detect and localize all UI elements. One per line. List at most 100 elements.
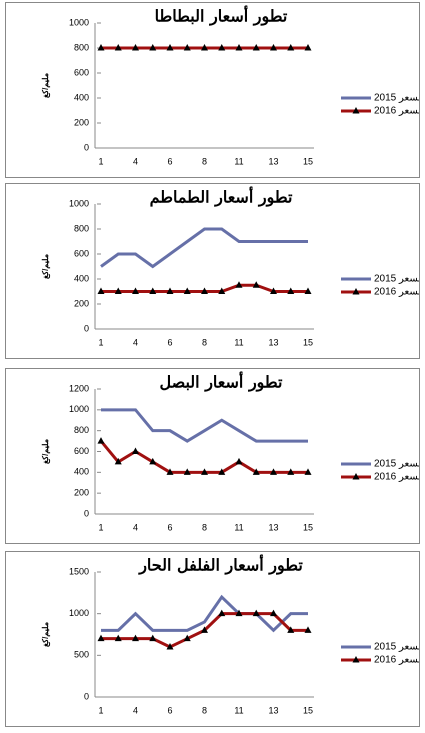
y-tick-label: 800 — [74, 42, 89, 52]
x-tick-label: 6 — [167, 705, 172, 715]
point-marker — [166, 44, 174, 51]
x-tick-label: 4 — [133, 705, 138, 715]
point-marker — [97, 44, 105, 51]
y-axis-label: مليم/كغ — [41, 622, 51, 647]
point-marker — [235, 457, 243, 465]
x-tick-label: 1 — [98, 705, 103, 715]
chart-title: تطور أسعار البصل — [159, 371, 283, 393]
point-marker — [166, 287, 174, 294]
x-tick-label: 8 — [202, 156, 207, 166]
x-tick-label: 15 — [303, 522, 313, 532]
point-marker — [270, 609, 277, 617]
point-marker — [114, 44, 122, 51]
y-tick-label: 800 — [74, 425, 89, 435]
legend-marker — [352, 288, 360, 295]
point-marker — [97, 634, 105, 642]
point-marker — [287, 44, 295, 51]
y-tick-label: 0 — [84, 691, 89, 701]
point-marker — [235, 609, 243, 617]
chart-panel: تطور أسعار الطماطم مليم/كغ 0 200 400 600 800 10… — [5, 183, 420, 359]
point-marker — [166, 643, 174, 650]
y-tick-label: 400 — [74, 467, 89, 477]
point-marker — [218, 287, 226, 294]
x-tick-label: 1 — [98, 522, 103, 532]
point-marker — [270, 287, 277, 294]
x-tick-label: 6 — [167, 522, 172, 532]
point-marker — [114, 634, 122, 642]
point-marker — [183, 634, 191, 642]
y-tick-label: 0 — [84, 323, 89, 333]
point-marker — [149, 457, 157, 465]
point-marker — [114, 457, 122, 465]
point-marker — [287, 287, 295, 294]
x-tick-label: 15 — [303, 705, 313, 715]
point-marker — [218, 609, 226, 617]
point-marker — [218, 468, 226, 475]
x-tick-label: 4 — [133, 156, 138, 166]
point-marker — [235, 44, 243, 51]
point-marker — [218, 44, 226, 51]
chart-title: تطور أسعار الطماطم — [150, 186, 293, 208]
legend-marker — [352, 107, 360, 114]
legend-label: السعر 2016 — [374, 655, 420, 666]
legend-label: السعر 2015 — [374, 274, 420, 285]
x-tick-label: 13 — [268, 337, 278, 347]
point-marker — [149, 44, 157, 51]
x-tick-label: 1 — [98, 156, 103, 166]
series-line — [100, 227, 308, 269]
point-marker — [166, 468, 174, 475]
y-tick-label: 800 — [74, 223, 89, 233]
x-tick-label: 13 — [268, 522, 278, 532]
legend-marker — [352, 473, 360, 480]
chart-title: تطور أسعار الفلفل الحار — [138, 554, 303, 576]
point-marker — [304, 468, 312, 475]
x-tick-label: 15 — [303, 156, 313, 166]
point-marker — [97, 287, 105, 294]
y-tick-label: 200 — [74, 117, 89, 127]
point-marker — [287, 626, 295, 633]
x-tick-label: 8 — [202, 337, 207, 347]
point-marker — [183, 44, 191, 51]
x-tick-label: 1 — [98, 337, 103, 347]
point-marker — [201, 287, 208, 294]
x-tick-label: 15 — [303, 337, 313, 347]
point-marker — [201, 626, 208, 633]
chart-panel: تطور أسعار البطاطا مليم/كغ 0 200 400 600 800 10… — [5, 2, 420, 178]
point-marker — [132, 287, 139, 294]
y-tick-label: 500 — [74, 650, 89, 660]
point-marker — [183, 287, 191, 294]
series-line — [99, 440, 308, 474]
chart-title: تطور أسعار البطاطا — [155, 5, 288, 27]
y-tick-label: 600 — [74, 248, 89, 258]
y-tick-label: 1000 — [69, 404, 89, 414]
y-tick-label: 0 — [84, 142, 89, 152]
x-tick-label: 6 — [167, 156, 172, 166]
point-marker — [287, 468, 295, 475]
series-line — [101, 408, 308, 443]
point-marker — [252, 468, 260, 475]
y-tick-label: 600 — [74, 446, 89, 456]
x-tick-label: 11 — [234, 156, 243, 166]
y-tick-label: 1000 — [69, 198, 89, 208]
x-tick-label: 13 — [268, 156, 278, 166]
x-tick-label: 4 — [133, 337, 138, 347]
x-tick-label: 4 — [133, 522, 138, 532]
legend-label: السعر 2016 — [374, 472, 420, 483]
y-tick-label: 1000 — [69, 608, 89, 618]
y-tick-label: 400 — [74, 273, 89, 283]
point-marker — [252, 609, 260, 617]
x-tick-label: 6 — [167, 337, 172, 347]
series-line — [101, 594, 308, 633]
legend-marker — [352, 656, 360, 663]
y-tick-label: 1200 — [69, 383, 89, 393]
y-axis-label: مليم/كغ — [41, 439, 51, 464]
point-marker — [132, 447, 139, 454]
x-tick-label: 11 — [234, 522, 243, 532]
point-marker — [235, 281, 243, 288]
chart-panel: تطور أسعار البصل مليم/كغ 0 200 400 600 800 1000… — [5, 368, 420, 544]
point-marker — [270, 468, 277, 475]
y-axis-label: مليم/كغ — [41, 73, 51, 98]
x-tick-label: 13 — [268, 705, 278, 715]
legend-label: السعر 2015 — [374, 642, 420, 653]
